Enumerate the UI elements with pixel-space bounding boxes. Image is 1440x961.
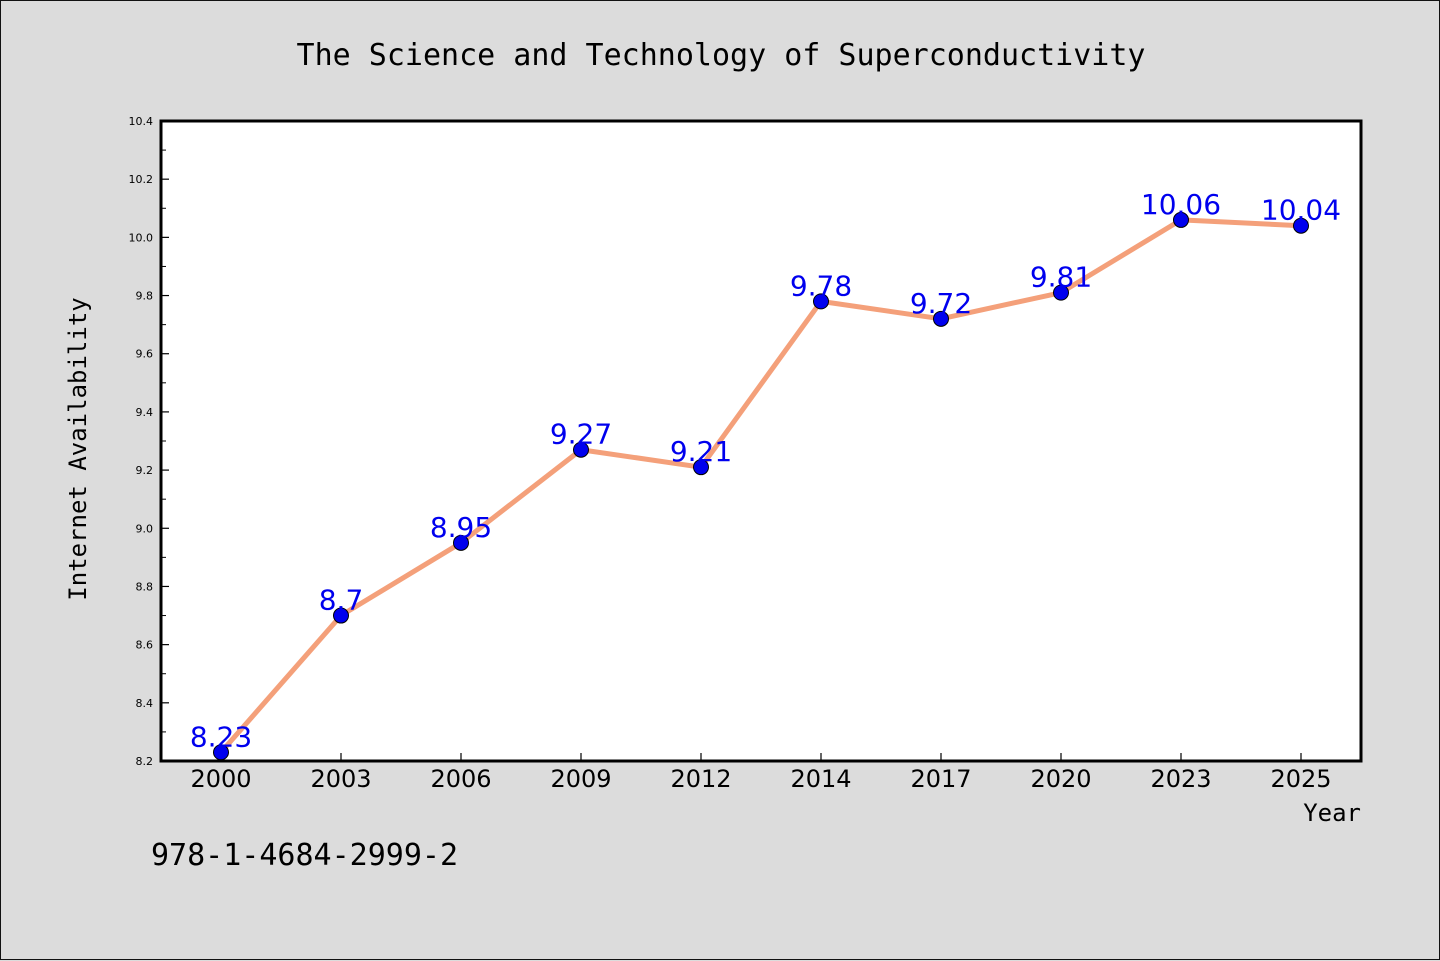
x-tick-label: 2025 xyxy=(1270,765,1331,793)
y-tick-label: 10.4 xyxy=(129,115,154,128)
x-axis: 2000 2003 2006 2009 2012 2014 2017 2020 2023 2025 xyxy=(190,753,1332,793)
data-label: 9.72 xyxy=(910,287,972,320)
series-line xyxy=(218,217,1304,755)
data-point xyxy=(573,441,589,458)
x-tick-label: 2009 xyxy=(550,765,611,793)
data-label: 8.95 xyxy=(430,511,492,544)
y-tick-label: 8.8 xyxy=(136,580,154,593)
data-label: 10.06 xyxy=(1141,188,1221,221)
data-label-layer: 8.23 8.7 8.95 9.27 9.21 9.78 9.72 9.81 10.06 10.0… xyxy=(190,188,1341,753)
data-label: 9.81 xyxy=(1030,261,1092,294)
data-point xyxy=(1053,284,1069,301)
data-point xyxy=(333,607,349,624)
x-tick-label: 2023 xyxy=(1150,765,1211,793)
y-tick-label: 8.4 xyxy=(136,697,154,710)
isbn-text: 978-1-4684-2999-2 xyxy=(151,838,458,873)
data-point xyxy=(1173,211,1189,228)
y-tick-label: 9.2 xyxy=(136,464,154,477)
data-point xyxy=(933,310,949,327)
y-tick-label: 9.8 xyxy=(136,290,154,303)
y-axis-label: Internet Availability xyxy=(64,297,92,600)
data-point xyxy=(813,293,829,310)
x-tick-label: 2006 xyxy=(430,765,491,793)
series-layer xyxy=(213,211,1309,761)
x-tick-label: 2012 xyxy=(670,765,731,793)
plot-area xyxy=(161,121,1361,761)
x-tick-label: 2014 xyxy=(790,765,851,793)
y-tick-label: 10.0 xyxy=(129,231,154,244)
x-tick-label: 2017 xyxy=(910,765,971,793)
data-label: 9.21 xyxy=(670,435,732,468)
y-tick-label: 9.6 xyxy=(136,348,154,361)
data-label: 8.23 xyxy=(190,720,252,753)
y-tick-label: 8.2 xyxy=(136,755,154,768)
x-axis-label: Year xyxy=(1303,799,1361,827)
y-axis: 8.2 8.4 8.6 8.8 9.0 9.2 9.4 9.6 9.8 10.0 10.2 10.4 xyxy=(129,115,169,768)
data-point xyxy=(1293,217,1309,234)
plot-border xyxy=(159,119,1363,763)
y-tick-label: 8.6 xyxy=(136,639,154,652)
data-label: 9.78 xyxy=(790,269,852,302)
data-label: 10.04 xyxy=(1261,194,1341,227)
data-point xyxy=(453,534,469,551)
y-tick-label: 9.0 xyxy=(136,522,154,535)
y-tick-label: 10.2 xyxy=(129,173,154,186)
y-tick-label: 9.4 xyxy=(136,406,154,419)
chart-title: The Science and Technology of Supercondu… xyxy=(297,38,1146,73)
x-tick-label: 2020 xyxy=(1030,765,1091,793)
x-tick-label: 2003 xyxy=(310,765,371,793)
data-label: 8.7 xyxy=(319,584,364,617)
x-tick-label: 2000 xyxy=(190,765,251,793)
data-label: 9.27 xyxy=(550,418,612,451)
data-point xyxy=(693,459,709,476)
